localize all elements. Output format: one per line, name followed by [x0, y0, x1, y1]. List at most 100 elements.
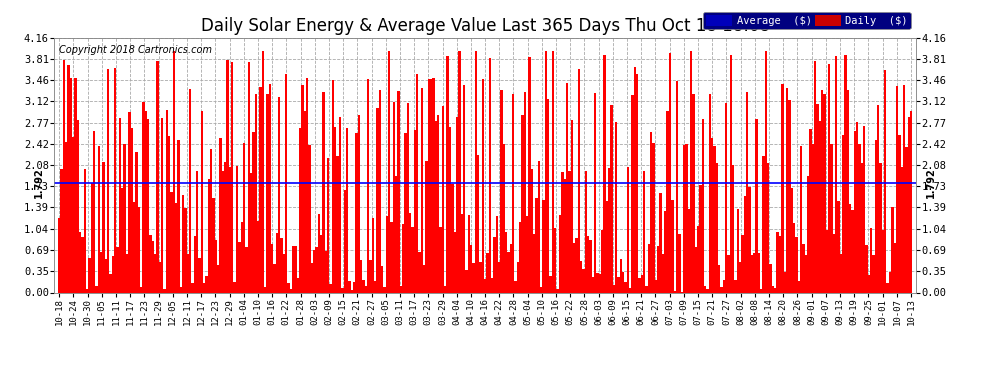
- Bar: [821, 90, 824, 292]
- Bar: [886, 283, 889, 292]
- Bar: [517, 262, 519, 292]
- Bar: [728, 255, 730, 292]
- Bar: [699, 185, 702, 292]
- Bar: [872, 255, 875, 292]
- Bar: [671, 200, 673, 292]
- Bar: [558, 215, 561, 292]
- Bar: [301, 86, 304, 292]
- Text: 1.792: 1.792: [34, 167, 45, 198]
- Bar: [318, 214, 320, 292]
- Bar: [791, 188, 793, 292]
- Bar: [884, 70, 886, 292]
- Bar: [858, 144, 860, 292]
- Bar: [60, 169, 62, 292]
- Bar: [297, 278, 299, 292]
- Bar: [474, 51, 477, 292]
- Bar: [442, 106, 445, 292]
- Bar: [570, 120, 573, 292]
- Bar: [702, 119, 704, 292]
- Bar: [320, 235, 323, 292]
- Bar: [133, 202, 136, 292]
- Bar: [72, 136, 74, 292]
- Bar: [882, 230, 884, 292]
- Bar: [716, 163, 718, 292]
- Bar: [448, 127, 451, 292]
- Bar: [460, 214, 463, 292]
- Bar: [755, 118, 757, 292]
- Bar: [124, 144, 126, 292]
- Bar: [165, 110, 168, 292]
- Bar: [519, 222, 522, 292]
- Bar: [234, 282, 236, 292]
- Bar: [505, 231, 507, 292]
- Bar: [786, 88, 788, 292]
- Bar: [205, 276, 208, 292]
- Bar: [69, 78, 72, 292]
- Bar: [243, 143, 246, 292]
- Bar: [690, 51, 692, 292]
- Bar: [81, 237, 84, 292]
- Bar: [725, 103, 728, 292]
- Bar: [376, 108, 378, 292]
- Bar: [721, 287, 723, 292]
- Bar: [158, 262, 161, 292]
- Bar: [117, 247, 119, 292]
- Bar: [529, 57, 531, 292]
- Bar: [575, 238, 577, 292]
- Bar: [661, 254, 664, 292]
- Bar: [831, 144, 833, 292]
- Bar: [100, 252, 102, 292]
- Bar: [910, 111, 912, 292]
- Bar: [666, 111, 669, 292]
- Bar: [264, 287, 266, 292]
- Bar: [395, 176, 397, 292]
- Bar: [814, 62, 817, 292]
- Bar: [252, 132, 254, 292]
- Bar: [196, 171, 198, 292]
- Bar: [189, 89, 191, 292]
- Bar: [163, 289, 165, 292]
- Bar: [849, 204, 851, 292]
- Bar: [256, 221, 259, 292]
- Bar: [179, 286, 182, 292]
- Bar: [147, 119, 149, 292]
- Bar: [110, 273, 112, 292]
- Bar: [833, 234, 835, 292]
- Bar: [114, 68, 117, 292]
- Bar: [526, 216, 529, 292]
- Bar: [58, 219, 60, 292]
- Bar: [524, 92, 526, 292]
- Bar: [374, 281, 376, 292]
- Bar: [776, 232, 779, 292]
- Bar: [762, 156, 765, 292]
- Bar: [390, 222, 393, 292]
- Bar: [215, 240, 217, 292]
- Bar: [313, 250, 316, 292]
- Bar: [168, 136, 170, 292]
- Bar: [634, 67, 636, 292]
- Bar: [664, 211, 666, 292]
- Bar: [224, 162, 227, 292]
- Bar: [357, 115, 360, 292]
- Bar: [812, 144, 814, 292]
- Bar: [231, 62, 234, 292]
- Bar: [765, 51, 767, 292]
- Bar: [458, 51, 460, 292]
- Bar: [136, 152, 138, 292]
- Bar: [659, 193, 661, 292]
- Bar: [697, 226, 699, 292]
- Bar: [711, 138, 714, 292]
- Bar: [292, 246, 294, 292]
- Bar: [652, 143, 654, 292]
- Bar: [299, 128, 301, 292]
- Bar: [463, 84, 465, 292]
- Bar: [753, 253, 755, 292]
- Bar: [515, 281, 517, 292]
- Bar: [577, 69, 580, 292]
- Bar: [342, 288, 344, 292]
- Bar: [151, 241, 153, 292]
- Bar: [402, 224, 404, 292]
- Text: Copyright 2018 Cartronics.com: Copyright 2018 Cartronics.com: [58, 45, 212, 55]
- Bar: [903, 85, 905, 292]
- Bar: [177, 140, 179, 292]
